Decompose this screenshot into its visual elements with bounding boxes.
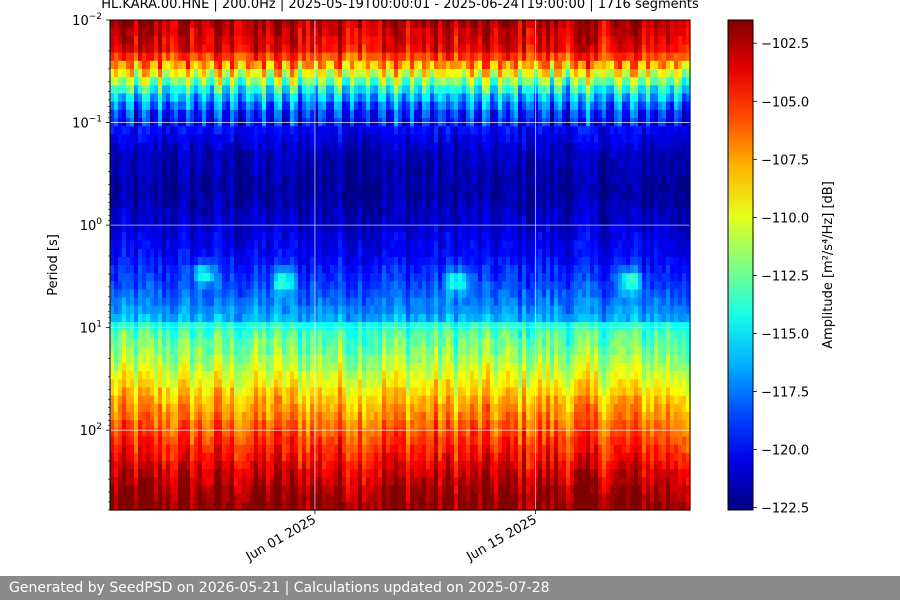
x-tick-label: Jun 15 2025 (464, 512, 540, 565)
grid (110, 20, 690, 510)
colorbar-tick-label: −102.5 (761, 37, 809, 52)
colorbar-tick-label: −110.0 (761, 211, 809, 226)
y-tick-label: 102 (80, 422, 102, 439)
y-tick-label: 10−2 (72, 12, 102, 29)
chart-title: HL.KARA.00.HNE | 200.0Hz | 2025-05-19T00… (101, 0, 699, 12)
y-axis-label: Period [s] (46, 234, 61, 296)
colorbar-tick-label: −107.5 (761, 153, 809, 168)
y-tick-label: 100 (80, 217, 103, 234)
colorbar-label: Amplitude [m²/s⁴/Hz] [dB] (821, 181, 836, 349)
colorbar-tick-label: −120.0 (761, 444, 809, 459)
colorbar-tick-label: −105.0 (761, 95, 809, 110)
x-tick-label: Jun 01 2025 (243, 512, 319, 565)
colorbar-tick-label: −117.5 (761, 386, 809, 401)
colorbar (727, 19, 754, 511)
footer-text: Generated by SeedPSD on 2026-05-21 | Cal… (9, 580, 550, 596)
colorbar-tick-label: −122.5 (761, 502, 809, 517)
psd-chart: 10−2 10−1 100 101 102 Jun 01 2025 Jun 15 2025 P… (46, 12, 836, 565)
colorbar-tick-label: −112.5 (761, 269, 809, 284)
y-tick-label: 10−1 (72, 115, 102, 132)
spectrogram-image (110, 20, 691, 511)
plot-frame (109, 19, 691, 511)
footer-bar: Generated by SeedPSD on 2026-05-21 | Cal… (0, 576, 900, 600)
y-tick-label: 101 (80, 320, 102, 337)
colorbar-tick-label: −115.0 (761, 328, 809, 343)
